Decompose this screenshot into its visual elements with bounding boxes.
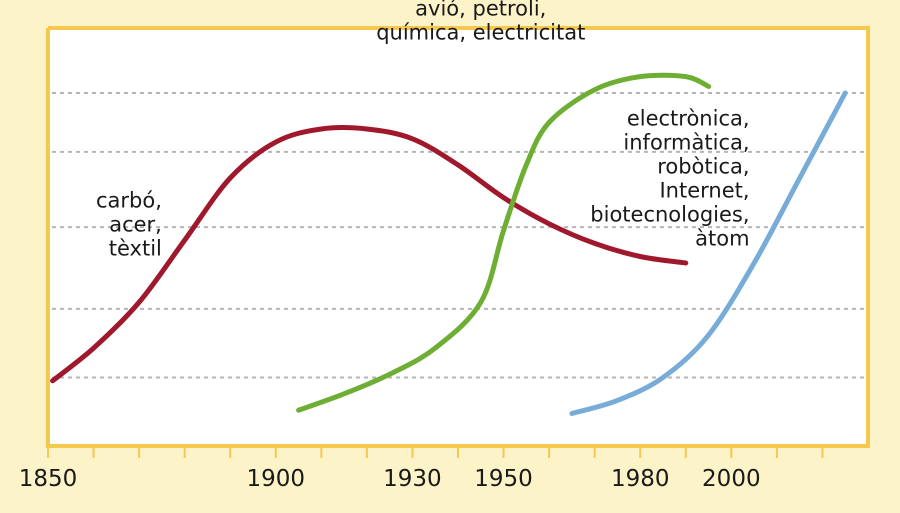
x-tick-label: 2000 bbox=[702, 466, 761, 492]
series-line-1 bbox=[50, 125, 689, 384]
series-line-3 bbox=[569, 90, 848, 416]
x-tick-label: 1950 bbox=[474, 466, 533, 492]
series-labels: carbó,acer,tèxtilmecànica, automòbil,avi… bbox=[96, 0, 750, 260]
series-label-1: acer, bbox=[109, 212, 162, 236]
series-label-3: àtom bbox=[695, 227, 749, 251]
series-label-2: química, electricitat bbox=[376, 21, 585, 45]
series-label-2: avió, petroli, bbox=[415, 0, 546, 21]
series-label-3: electrònica, bbox=[627, 107, 750, 131]
x-tick-label: 1980 bbox=[611, 466, 670, 492]
series-label-1: tèxtil bbox=[109, 236, 162, 260]
series-label-3: Internet, bbox=[659, 179, 749, 203]
series-label-1: carbó, bbox=[96, 188, 162, 212]
x-axis-ticks: 1850 1900 1930 1950 1980 2000 bbox=[19, 446, 824, 492]
series-lines bbox=[50, 72, 848, 416]
series-label-3: biotecnologies, bbox=[590, 203, 749, 227]
series-line-2 bbox=[296, 72, 712, 413]
x-tick-label: 1930 bbox=[383, 466, 442, 492]
plot-frame bbox=[48, 26, 870, 444]
series-label-3: robòtica, bbox=[657, 155, 749, 179]
x-tick-label: 1900 bbox=[247, 466, 306, 492]
x-tick-label: 1850 bbox=[19, 466, 78, 492]
series-label-3: informàtica, bbox=[623, 131, 749, 155]
